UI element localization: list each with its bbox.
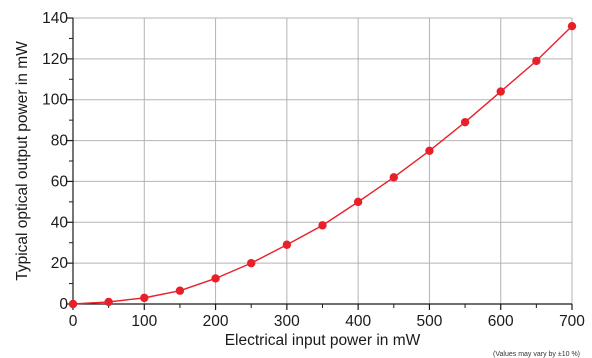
data-point [353, 197, 363, 207]
data-point [567, 21, 577, 31]
data-point [496, 87, 505, 96]
x-tick-label: 100 [131, 313, 157, 330]
data-point [140, 293, 149, 303]
series [68, 21, 577, 309]
y-axis-title: Typical optical output power in mW [14, 41, 31, 281]
y-tick-label: 120 [42, 51, 68, 68]
x-tick-label: 0 [69, 313, 78, 330]
x-tick-label: 300 [274, 313, 300, 330]
variance-note: (Values may vary by ±10 %) [493, 351, 580, 358]
y-tick-label: 40 [51, 214, 69, 231]
x-tick-label: 200 [203, 313, 229, 330]
y-tick-label: 140 [42, 10, 68, 27]
x-tick-label: 500 [416, 313, 442, 330]
data-point [318, 221, 327, 230]
y-tick-label: 20 [51, 255, 69, 272]
x-tick-label: 700 [559, 313, 585, 330]
data-point [68, 299, 78, 309]
data-point [282, 240, 292, 249]
data-point [175, 286, 185, 295]
x-tick-label: 600 [488, 313, 514, 330]
x-tick-labels: 0 100 200 300 400 500 600 700 [69, 313, 586, 330]
y-tick-label: 60 [51, 173, 69, 190]
data-point [211, 274, 220, 283]
grid [73, 17, 573, 304]
data-point [104, 297, 113, 307]
y-tick-label: 80 [51, 133, 69, 150]
y-tick-label: 0 [59, 296, 68, 313]
y-tick-labels: 0 20 40 60 80 100 120 140 [42, 10, 68, 313]
x-axis-title: Electrical input power in mW [225, 332, 421, 349]
data-point [247, 258, 256, 268]
data-point [532, 56, 541, 66]
data-point [460, 117, 470, 127]
x-tick-label: 400 [345, 313, 371, 330]
axes [67, 17, 573, 310]
data-point [389, 173, 398, 182]
y-tick-label: 100 [42, 92, 68, 109]
series-line [72, 25, 573, 305]
data-point [425, 146, 434, 155]
